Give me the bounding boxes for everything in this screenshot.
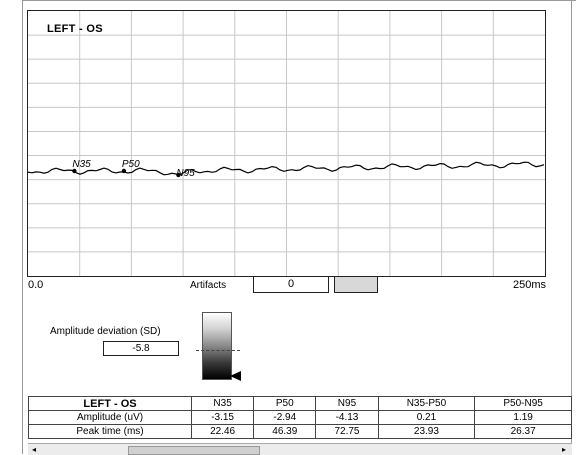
column-header: P50: [253, 396, 317, 411]
amplitude-deviation-field[interactable]: -5.8: [103, 341, 179, 356]
waveform-plot: N35 P50 N95 LEFT - OS: [27, 10, 546, 277]
gauge-pointer-icon: [230, 371, 241, 381]
peak-marker-p50: [121, 168, 127, 174]
waveform-trace: [28, 161, 545, 176]
table-cell: 1.19: [474, 410, 572, 425]
table-cell: 46.39: [253, 424, 317, 439]
column-header: N35-P50: [377, 396, 476, 411]
row-label: Peak time (ms): [27, 424, 193, 439]
table-row: Peak time (ms) 22.46 46.39 72.75 23.93 2…: [27, 424, 572, 439]
table-cell: 0.21: [377, 410, 476, 425]
table-cell: -4.13: [315, 410, 379, 425]
table-title: LEFT - OS: [27, 396, 193, 411]
plot-title: LEFT - OS: [47, 23, 103, 35]
table-cell: 22.46: [191, 424, 255, 439]
horizontal-scrollbar[interactable]: ◂ ▸: [28, 443, 572, 455]
table-cell: 23.93: [377, 424, 476, 439]
window-frame-left: [22, 0, 23, 454]
results-table: LEFT - OS N35 P50 N95 N35-P50 P50-N95 Am…: [27, 396, 572, 439]
peak-label-p50: P50: [122, 159, 140, 170]
peak-markers: N35 P50 N95: [72, 159, 195, 179]
x-axis-start-label: 0.0: [28, 279, 44, 291]
column-header: N35: [191, 396, 255, 411]
row-label: Amplitude (uV): [27, 410, 193, 425]
artifacts-count-field[interactable]: 0: [253, 276, 329, 293]
waveform-svg: N35 P50 N95: [28, 11, 545, 276]
table-cell: 72.75: [315, 424, 379, 439]
scroll-left-icon[interactable]: ◂: [32, 445, 37, 454]
deviation-gauge: [202, 312, 232, 380]
x-axis-end-label: 250ms: [513, 279, 547, 291]
artifacts-button[interactable]: [334, 276, 378, 293]
peak-label-n95: N95: [176, 168, 195, 179]
plot-grid: [28, 11, 545, 276]
table-cell: -2.94: [253, 410, 317, 425]
peak-marker-n95: [176, 172, 181, 178]
gauge-midline: [196, 350, 240, 351]
column-header: N95: [315, 396, 379, 411]
table-cell: -3.15: [191, 410, 255, 425]
table-cell: 26.37: [474, 424, 572, 439]
peak-marker-n35: [72, 168, 77, 174]
column-header: P50-N95: [474, 396, 572, 411]
window-frame-right: [571, 0, 572, 454]
amplitude-deviation-label: Amplitude deviation (SD): [50, 326, 161, 337]
table-row: Amplitude (uV) -3.15 -2.94 -4.13 0.21 1.…: [27, 410, 572, 425]
artifacts-label: Artifacts: [190, 280, 227, 291]
window-frame: [22, 0, 576, 7]
table-header-row: LEFT - OS N35 P50 N95 N35-P50 P50-N95: [27, 396, 572, 411]
peak-label-n35: N35: [72, 159, 91, 170]
scroll-right-icon[interactable]: ▸: [561, 445, 566, 454]
